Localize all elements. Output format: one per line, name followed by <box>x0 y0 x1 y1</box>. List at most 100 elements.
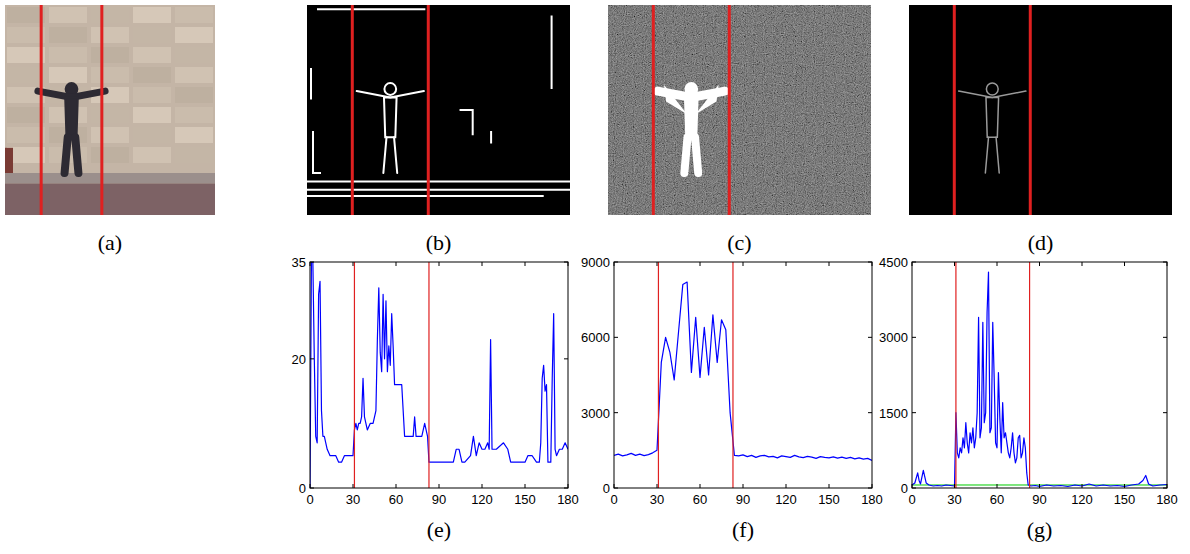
boundary-line <box>354 262 355 488</box>
y-tick-label: 6000 <box>581 330 610 345</box>
y-tick-label: 20 <box>292 352 306 367</box>
x-tick <box>482 262 483 266</box>
kerb <box>5 173 215 184</box>
wall-block <box>91 107 129 123</box>
wall-block <box>7 27 45 43</box>
x-tick <box>1082 262 1083 266</box>
wall-block <box>175 7 213 23</box>
y-tick <box>912 488 916 489</box>
boundary-line <box>1029 5 1032 215</box>
x-tick <box>1167 262 1168 266</box>
x-tick-label: 30 <box>346 492 360 507</box>
y-tick <box>1163 262 1167 263</box>
x-tick <box>614 262 615 266</box>
y-tick <box>912 337 916 338</box>
boundary-line <box>40 5 43 215</box>
panel-label: (b) <box>426 230 452 255</box>
x-tick <box>829 262 830 266</box>
wall-block <box>7 47 45 63</box>
x-tick <box>614 484 615 488</box>
boundary-line <box>351 5 354 215</box>
y-tick <box>868 262 872 263</box>
x-tick <box>743 262 744 266</box>
wall-block <box>175 67 213 83</box>
panel-label: (f) <box>732 517 754 542</box>
y-tick-label: 0 <box>299 481 306 496</box>
wall-block <box>49 27 87 43</box>
wall-block <box>175 47 213 63</box>
y-tick <box>868 337 872 338</box>
y-tick-label: 3000 <box>581 406 610 421</box>
wall-block <box>7 107 45 123</box>
x-tick <box>525 262 526 266</box>
x-tick-label: 180 <box>1156 492 1178 507</box>
background <box>909 5 1172 215</box>
wall-block <box>91 7 129 23</box>
x-tick <box>872 262 873 266</box>
x-tick <box>310 262 311 266</box>
person-head <box>986 83 998 95</box>
boundary-line <box>658 262 659 488</box>
x-tick <box>568 484 569 488</box>
y-tick <box>564 262 568 263</box>
plot-frame <box>310 262 568 488</box>
plot-frame <box>614 262 872 488</box>
wall-block <box>175 87 213 103</box>
x-tick <box>829 484 830 488</box>
panel-label: (g) <box>1027 517 1053 542</box>
panel-label: (c) <box>727 230 751 255</box>
x-tick <box>954 262 955 266</box>
person-wing <box>695 85 718 114</box>
x-tick <box>482 484 483 488</box>
person-torso <box>65 97 78 137</box>
boundary-line <box>1029 262 1030 488</box>
figure: (a)(b)(c)(d)030609012015018002035(e)0306… <box>0 0 1190 554</box>
person-arms <box>959 91 1026 97</box>
y-tick <box>564 358 568 359</box>
boundary-line <box>427 5 430 215</box>
pavement <box>5 184 215 216</box>
x-tick-label: 60 <box>693 492 707 507</box>
y-tick <box>868 412 872 413</box>
x-tick <box>568 262 569 266</box>
person-legs <box>684 137 698 173</box>
wall-block <box>49 67 87 83</box>
wall-block <box>91 27 129 43</box>
x-tick <box>997 262 998 266</box>
image-panel <box>608 5 871 215</box>
person-wing <box>664 85 687 114</box>
x-tick <box>353 262 354 266</box>
boundary-line <box>728 5 731 215</box>
y-tick-label: 3000 <box>879 330 908 345</box>
x-tick-label: 30 <box>650 492 664 507</box>
x-tick <box>1039 262 1040 266</box>
wall-block <box>7 127 45 143</box>
x-tick <box>743 484 744 488</box>
person-torso <box>986 97 999 137</box>
wall-block <box>7 67 45 83</box>
chart: 030609012015018002035(e) <box>292 255 579 542</box>
x-tick-label: 150 <box>514 492 536 507</box>
wall <box>5 5 215 215</box>
x-tick <box>1124 484 1125 488</box>
x-tick-label: 0 <box>306 492 313 507</box>
x-tick-label: 150 <box>1114 492 1136 507</box>
x-tick <box>1039 484 1040 488</box>
y-tick <box>912 262 916 263</box>
data-group <box>310 262 568 488</box>
wall-block <box>133 127 171 143</box>
y-tick <box>1163 488 1167 489</box>
data-line <box>310 262 568 488</box>
y-tick-label: 0 <box>603 481 610 496</box>
x-tick <box>353 484 354 488</box>
y-tick <box>1163 337 1167 338</box>
x-tick-label: 120 <box>471 492 493 507</box>
wall-block <box>175 27 213 43</box>
wall-block <box>91 127 129 143</box>
y-tick <box>912 412 916 413</box>
boundary-line <box>100 5 103 215</box>
y-tick <box>614 337 618 338</box>
person-legs <box>383 137 397 173</box>
x-tick-label: 0 <box>908 492 915 507</box>
x-tick <box>912 484 913 488</box>
